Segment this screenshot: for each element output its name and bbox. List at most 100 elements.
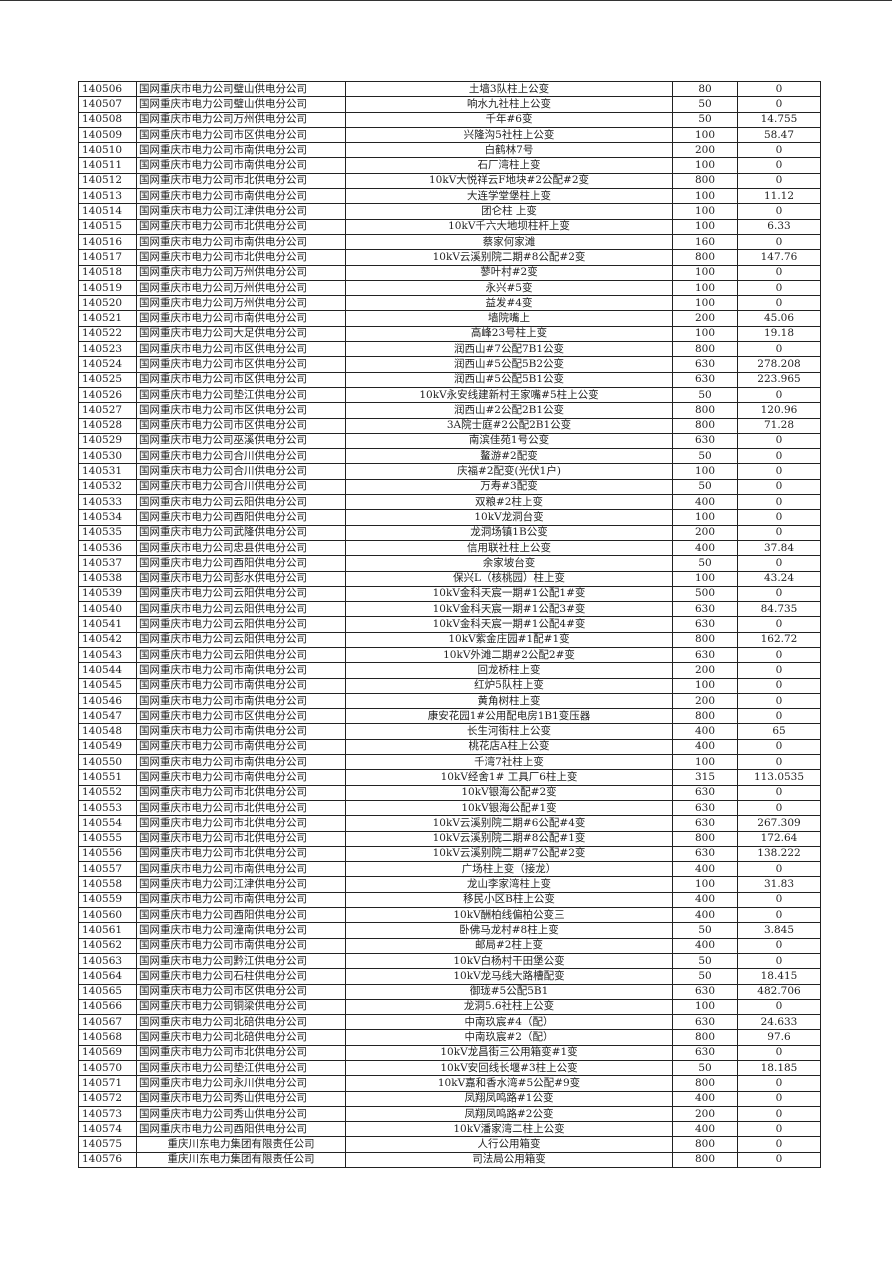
- company-name-cell: 国网重庆市电力公司酉阳供电分公司: [136, 509, 346, 526]
- transformer-name-cell: 10kV酬柏线偏柏公变三: [345, 907, 673, 924]
- capacity-cell: 100: [672, 218, 738, 235]
- value-cell: 0: [737, 448, 821, 465]
- table-row: 140519 国网重庆市电力公司万州供电分公司 永兴#5变 100 0: [78, 279, 821, 297]
- transformer-name-cell: 墙院嘴上: [345, 310, 673, 327]
- row-id-cell: 140549: [78, 738, 137, 756]
- row-id-cell: 140557: [78, 861, 137, 878]
- company-name-cell: 国网重庆市电力公司市北供电分公司: [136, 218, 346, 235]
- value-cell: 43.24: [737, 570, 821, 587]
- capacity-cell: 800: [672, 341, 738, 358]
- transformer-name-cell: 永兴#5变: [345, 279, 673, 297]
- company-name-cell: 国网重庆市电力公司璧山供电分公司: [136, 80, 346, 98]
- value-cell: 0: [737, 738, 821, 756]
- value-cell: 138.222: [737, 845, 821, 863]
- row-id-cell: 140524: [78, 356, 137, 373]
- company-name-cell: 国网重庆市电力公司市区供电分公司: [136, 708, 346, 725]
- table-row: 140530 国网重庆市电力公司合川供电分公司 鳌游#2配变 50 0: [78, 448, 821, 465]
- table-row: 140538 国网重庆市电力公司彭水供电分公司 保兴L（核桃园）柱上变 100 43.2…: [78, 570, 821, 587]
- capacity-cell: 100: [672, 325, 738, 343]
- table-row: 140561 国网重庆市电力公司潼南供电分公司 卧佛马龙村#8柱上变 50 3.845: [78, 922, 821, 939]
- company-name-cell: 国网重庆市电力公司万州供电分公司: [136, 111, 346, 128]
- capacity-cell: 800: [672, 402, 738, 419]
- capacity-cell: 630: [672, 799, 738, 817]
- capacity-cell: 50: [672, 968, 738, 985]
- row-id-cell: 140567: [78, 1014, 137, 1031]
- value-cell: 0: [737, 157, 821, 174]
- row-id-cell: 140523: [78, 341, 137, 358]
- table-row: 140559 国网重庆市电力公司市南供电分公司 移民小区B柱上公变 400 0: [78, 891, 821, 909]
- row-id-cell: 140543: [78, 646, 137, 664]
- value-cell: 0: [737, 799, 821, 817]
- value-cell: 0: [737, 494, 821, 511]
- capacity-cell: 630: [672, 432, 738, 450]
- table-row: 140565 国网重庆市电力公司市区供电分公司 御珑#5公配5B1 630 482.70…: [78, 983, 821, 1000]
- capacity-cell: 630: [672, 601, 738, 618]
- table-row: 140510 国网重庆市电力公司市南供电分公司 白鹤林7号 200 0: [78, 142, 821, 159]
- table-row: 140567 国网重庆市电力公司北碚供电分公司 中南玖宸#4（配） 630 24.633: [78, 1014, 821, 1031]
- value-cell: 18.415: [737, 968, 821, 985]
- row-id-cell: 140546: [78, 692, 137, 710]
- value-cell: 0: [737, 998, 821, 1016]
- value-cell: 97.6: [737, 1029, 821, 1046]
- row-id-cell: 140558: [78, 876, 137, 893]
- transformer-name-cell: 响水九社柱上公变: [345, 96, 673, 113]
- value-cell: 162.72: [737, 631, 821, 648]
- value-cell: 0: [737, 1121, 821, 1138]
- transformer-name-cell: 卧佛马龙村#8柱上变: [345, 922, 673, 939]
- row-id-cell: 140547: [78, 708, 137, 725]
- row-id-cell: 140538: [78, 570, 137, 587]
- value-cell: 0: [737, 891, 821, 909]
- transformer-name-cell: 团仑柱 上变: [345, 203, 673, 220]
- company-name-cell: 国网重庆市电力公司永川供电分公司: [136, 1075, 346, 1092]
- capacity-cell: 100: [672, 570, 738, 587]
- row-id-cell: 140569: [78, 1044, 137, 1062]
- company-name-cell: 国网重庆市电力公司合川供电分公司: [136, 463, 346, 480]
- row-id-cell: 140573: [78, 1105, 137, 1123]
- transformer-name-cell: 10kV龙昌街三公用箱变#1变: [345, 1044, 673, 1062]
- value-cell: 0: [737, 1075, 821, 1092]
- transformer-name-cell: 10kV永安线建新村王家嘴#5柱上公变: [345, 386, 673, 404]
- row-id-cell: 140525: [78, 371, 137, 388]
- table-row: 140507 国网重庆市电力公司璧山供电分公司 响水九社柱上公变 50 0: [78, 96, 821, 113]
- capacity-cell: 800: [672, 830, 738, 847]
- value-cell: 6.33: [737, 218, 821, 235]
- transformer-name-cell: 10kV银海公配#2变: [345, 784, 673, 801]
- table-row: 140536 国网重庆市电力公司忠县供电分公司 信用联社柱上公变 400 37.84: [78, 539, 821, 557]
- table-row: 140542 国网重庆市电力公司云阳供电分公司 10kV紫金庄园#1配#1变 800 1…: [78, 631, 821, 648]
- transformer-name-cell: 润西山#5公配5B2公变: [345, 356, 673, 373]
- transformer-name-cell: 石厂湾柱上变: [345, 157, 673, 174]
- value-cell: 147.76: [737, 249, 821, 266]
- company-name-cell: 国网重庆市电力公司市南供电分公司: [136, 677, 346, 694]
- transformer-name-cell: 人行公用箱变: [345, 1136, 673, 1153]
- value-cell: 0: [737, 692, 821, 710]
- capacity-cell: 630: [672, 371, 738, 388]
- table-row: 140557 国网重庆市电力公司市南供电分公司 广场柱上变（接龙） 400 0: [78, 861, 821, 878]
- company-name-cell: 国网重庆市电力公司秀山供电分公司: [136, 1090, 346, 1107]
- row-id-cell: 140550: [78, 754, 137, 771]
- row-id-cell: 140511: [78, 157, 137, 174]
- company-name-cell: 国网重庆市电力公司市区供电分公司: [136, 341, 346, 358]
- table-row: 140562 国网重庆市电力公司市南供电分公司 邮局#2柱上变 400 0: [78, 937, 821, 954]
- transformer-name-cell: 高峰23号柱上变: [345, 325, 673, 343]
- row-id-cell: 140551: [78, 769, 137, 786]
- company-name-cell: 国网重庆市电力公司市北供电分公司: [136, 784, 346, 801]
- capacity-cell: 630: [672, 1044, 738, 1062]
- transformer-name-cell: 白鹤林7号: [345, 142, 673, 159]
- transformer-name-cell: 龙洞5.6社柱上公变: [345, 998, 673, 1016]
- table-row: 140511 国网重庆市电力公司市南供电分公司 石厂湾柱上变 100 0: [78, 157, 821, 174]
- table-row: 140546 国网重庆市电力公司市南供电分公司 黄角树柱上变 200 0: [78, 692, 821, 710]
- company-name-cell: 国网重庆市电力公司市南供电分公司: [136, 861, 346, 878]
- row-id-cell: 140556: [78, 845, 137, 863]
- transformer-name-cell: 蔡家何家滩: [345, 233, 673, 251]
- transformer-name-cell: 10kV嘉和香水湾#5公配#9变: [345, 1075, 673, 1092]
- row-id-cell: 140520: [78, 295, 137, 312]
- row-id-cell: 140542: [78, 631, 137, 648]
- value-cell: 0: [737, 203, 821, 220]
- value-cell: 45.06: [737, 310, 821, 327]
- row-id-cell: 140553: [78, 799, 137, 817]
- table-row: 140534 国网重庆市电力公司酉阳供电分公司 10kV龙洞台变 100 0: [78, 509, 821, 526]
- row-id-cell: 140509: [78, 126, 137, 144]
- value-cell: 0: [737, 907, 821, 924]
- transformer-name-cell: 10kV金科天宸一期#1公配4#变: [345, 616, 673, 633]
- transformer-name-cell: 10kV云溪别院二期#8公配#1变: [345, 830, 673, 847]
